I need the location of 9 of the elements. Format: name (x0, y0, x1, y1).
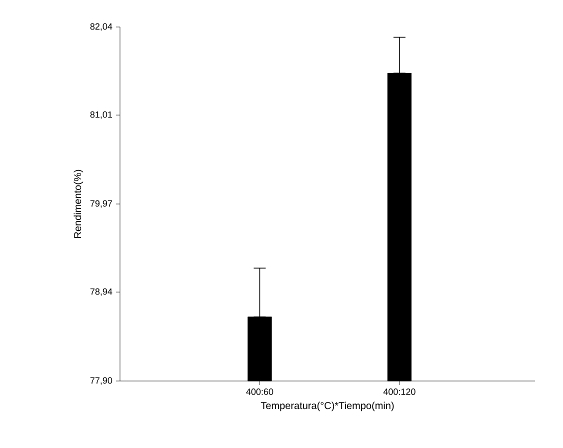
x-axis-title: Temperatura(°C)*Tiempo(min) (260, 402, 394, 412)
y-tick-label: 82,04 (90, 23, 112, 31)
y-tick-label: 78,94 (90, 288, 112, 296)
y-tick-label: 79,97 (90, 200, 112, 208)
y-tick-label: 81,01 (90, 111, 112, 119)
y-axis-title: Rendimento(%) (74, 170, 84, 238)
x-tick-label: 400:60 (246, 388, 274, 395)
x-tick-label: 400:120 (383, 388, 416, 395)
y-tick-label: 77,90 (90, 377, 112, 385)
